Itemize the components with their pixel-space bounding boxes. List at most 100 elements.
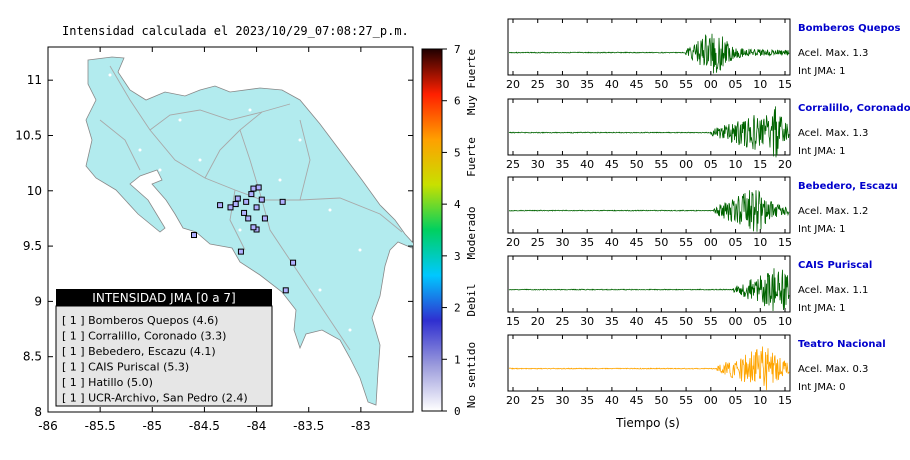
x-axis-label: Tiempo (s) xyxy=(615,416,680,430)
colorbar-level-label: Muy Fuerte xyxy=(465,49,478,115)
legend-item: [ 1 ] CAIS Puriscal (5.3) xyxy=(62,361,189,374)
station-marker xyxy=(248,191,255,198)
station-marker xyxy=(241,209,248,216)
waveform-tick-label: 55 xyxy=(679,78,693,91)
map-y-tick-label: 8 xyxy=(34,405,42,419)
max-acceleration: Acel. Max. 1.1 xyxy=(798,285,868,296)
station-dots xyxy=(108,73,362,332)
colorbar-level-label: Debil xyxy=(465,283,478,316)
waveform-tick-label: 20 xyxy=(778,158,792,171)
waveform-tick-label: 20 xyxy=(531,315,545,328)
map-title: Intensidad calculada el 2023/10/29_07:08… xyxy=(62,24,409,38)
waveform-tick-label: 10 xyxy=(778,315,792,328)
station-marker xyxy=(253,204,260,211)
waveform-tick-label: 40 xyxy=(605,394,619,407)
station-marker xyxy=(232,201,239,208)
costa-rica-land xyxy=(85,56,413,406)
waveform-trace xyxy=(509,346,790,391)
colorbar-tick-label: 1 xyxy=(454,353,461,366)
town-dot xyxy=(138,148,142,152)
station-name: Corralillo, Coronado xyxy=(798,103,910,114)
legend-item: [ 1 ] Bebedero, Escazu (4.1) xyxy=(62,345,216,358)
max-acceleration: Acel. Max. 1.3 xyxy=(798,128,868,139)
map-x-tick-label: -84 xyxy=(247,419,267,433)
waveform-tick-label: 45 xyxy=(630,394,644,407)
colorbar-level-label: Fuerte xyxy=(465,137,478,177)
legend-item: [ 1 ] Corralillo, Coronado (3.3) xyxy=(62,330,226,343)
waveform-tick-label: 00 xyxy=(704,236,718,249)
jma-intensity: Int JMA: 1 xyxy=(798,224,846,235)
legend-item: [ 1 ] UCR-Archivo, San Pedro (2.4) xyxy=(62,392,248,405)
map-x-tick-label: -84.5 xyxy=(189,419,220,433)
waveform-panel: 20 25 30 35 40 45 50 55 00 05 10 15 Teatro Nacional A… xyxy=(506,334,886,407)
waveform-tick-label: 00 xyxy=(704,78,718,91)
map-x-tick-label: -83.5 xyxy=(293,419,324,433)
waveform-tick-label: 35 xyxy=(555,158,569,171)
waveform-trace xyxy=(509,190,790,232)
waveform-tick-label: 05 xyxy=(729,78,743,91)
town-dot xyxy=(278,178,282,182)
station-name: Bomberos Quepos xyxy=(798,23,901,34)
waveform-tick-label: 55 xyxy=(704,315,718,328)
waveform-panel: 20 25 30 35 40 45 50 55 00 05 10 15 Bebedero, Escazu… xyxy=(506,176,898,249)
waveform-tick-label: 05 xyxy=(704,158,718,171)
waveform-trace xyxy=(508,33,790,74)
map-y-tick-label: 11 xyxy=(27,73,42,87)
waveform-tick-label: 50 xyxy=(654,236,668,249)
waveform-tick-label: 30 xyxy=(555,78,569,91)
station-name: Teatro Nacional xyxy=(798,339,886,350)
waveform-tick-label: 45 xyxy=(654,315,668,328)
waveform-tick-label: 40 xyxy=(580,158,594,171)
station-marker xyxy=(290,259,297,266)
waveform-panels: 20 25 30 35 40 45 50 55 00 05 10 15 Bomberos Quepos A… xyxy=(506,18,910,407)
waveform-tick-label: 00 xyxy=(704,394,718,407)
waveform-tick-label: 15 xyxy=(778,78,792,91)
waveform-tick-label: 25 xyxy=(506,158,520,171)
waveform-tick-label: 10 xyxy=(729,158,743,171)
colorbar-tick-label: 4 xyxy=(454,198,461,211)
waveform-tick-label: 55 xyxy=(654,158,668,171)
waveform-tick-label: 30 xyxy=(555,236,569,249)
station-marker xyxy=(258,196,265,203)
station-marker xyxy=(279,198,286,205)
station-marker xyxy=(255,184,262,191)
waveform-trace xyxy=(508,268,790,312)
waveform-tick-label: 55 xyxy=(679,236,693,249)
colorbar-level-label: Moderado xyxy=(465,207,478,260)
map-y-tick-label: 9 xyxy=(34,294,42,308)
waveform-panel: 15 20 25 30 35 40 45 50 55 00 05 10 CAIS Puriscal Ace… xyxy=(506,255,872,328)
station-marker xyxy=(227,204,234,211)
station-marker xyxy=(250,185,257,192)
waveform-tick-label: 05 xyxy=(753,315,767,328)
colorbar: 0 1 2 3 4 5 6 7 No sentido Debil Moderado Fuerte Mu… xyxy=(421,43,478,418)
waveform-tick-label: 05 xyxy=(729,236,743,249)
waveform-tick-label: 55 xyxy=(679,394,693,407)
waveform-tick-label: 20 xyxy=(506,236,520,249)
station-marker xyxy=(234,195,241,202)
town-dot xyxy=(348,328,352,332)
map-x-tick-label: -85 xyxy=(142,419,162,433)
waveform-tick-label: 15 xyxy=(506,315,520,328)
waveform-tick-label: 20 xyxy=(506,78,520,91)
waveform-tick-label: 10 xyxy=(753,78,767,91)
waveform-tick-label: 10 xyxy=(753,236,767,249)
map-y-tick-label: 10 xyxy=(27,184,42,198)
map-y-tick-label: 9.5 xyxy=(23,239,42,253)
waveform-tick-label: 20 xyxy=(506,394,520,407)
town-dot xyxy=(248,108,252,112)
map-x-tick-label: -83 xyxy=(351,419,371,433)
waveform-panel: 25 30 35 40 45 50 55 00 05 10 15 20 Corralillo, Coro… xyxy=(506,98,910,171)
legend-item: [ 1 ] Hatillo (5.0) xyxy=(62,376,153,389)
waveform-tick-label: 50 xyxy=(630,158,644,171)
max-acceleration: Acel. Max. 1.3 xyxy=(798,48,868,59)
station-marker xyxy=(237,248,244,255)
town-dot xyxy=(178,118,182,122)
colorbar-level-label: No sentido xyxy=(465,342,478,408)
station-marker xyxy=(261,215,268,222)
station-marker xyxy=(245,215,252,222)
waveform-tick-label: 40 xyxy=(630,315,644,328)
colorbar-tick-label: 5 xyxy=(454,146,461,159)
station-marker xyxy=(250,224,257,231)
station-name: Bebedero, Escazu xyxy=(798,181,898,192)
station-marker xyxy=(217,202,224,209)
